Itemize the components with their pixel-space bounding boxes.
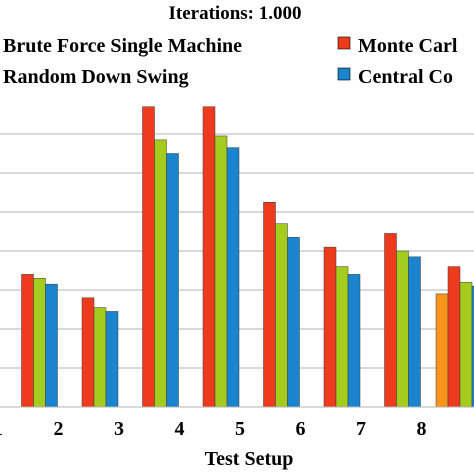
legend-swatch-series-2 (337, 36, 351, 50)
bar-setup-6-series-4 (347, 274, 361, 408)
bar-setup-2-series-2 (81, 297, 95, 408)
legend-label-series-1: Brute Force Single Machine (3, 35, 242, 57)
bar-setup-5-series-2 (263, 202, 276, 408)
bar-setup-4-series-3 (214, 135, 228, 408)
x-tick-label-1: 1 (0, 418, 3, 440)
bar-setup-1-series-2 (21, 274, 34, 408)
bar-setup-3-series-3 (154, 139, 167, 408)
bar-setup-8-series-3 (459, 281, 473, 408)
bars (21, 106, 474, 408)
bar-setup-5-series-3 (275, 223, 288, 408)
bar-setup-3-series-4 (166, 153, 179, 408)
bar-setup-6-series-2 (323, 246, 337, 408)
bar-setup-8-series-4 (471, 285, 474, 408)
x-tick-labels: 1 2 3 4 5 6 7 8 (0, 418, 427, 440)
chart-title: Iterations: 1.000 (169, 3, 302, 24)
legend-item-series-1: Brute Force Single Machine (3, 35, 242, 57)
legend: Brute Force Single Machine Monte Carl Ra… (3, 35, 458, 88)
bar-setup-8-series-1 (435, 293, 449, 408)
legend-label-series-4: Central Co (358, 66, 453, 88)
legend-item-series-4: Central Co (337, 66, 453, 88)
bar-setup-7-series-4 (408, 256, 421, 408)
bar-setup-2-series-4 (105, 311, 119, 408)
x-tick-label-2: 2 (54, 418, 64, 440)
bar-setup-5-series-4 (287, 237, 300, 408)
x-tick-label-6: 6 (296, 418, 306, 440)
legend-item-series-3: Random Down Swing (3, 66, 189, 88)
x-tick-label-5: 5 (235, 418, 245, 440)
x-tick-label-3: 3 (114, 418, 124, 440)
legend-swatch-series-4 (337, 67, 351, 81)
x-tick-label-8: 8 (417, 418, 427, 440)
legend-item-series-2: Monte Carl (337, 35, 458, 57)
bar-setup-1-series-4 (45, 283, 58, 408)
bar-setup-7-series-2 (384, 233, 397, 408)
bar-setup-4-series-4 (226, 147, 240, 408)
legend-label-series-2: Monte Carl (358, 35, 458, 57)
x-tick-label-7: 7 (356, 418, 366, 440)
bar-setup-1-series-3 (33, 278, 46, 408)
bar-setup-2-series-3 (93, 307, 107, 408)
bar-setup-6-series-3 (335, 266, 349, 408)
bar-setup-7-series-3 (396, 250, 409, 408)
x-axis-label: Test Setup (205, 448, 294, 470)
bar-setup-3-series-2 (142, 106, 155, 408)
bar-setup-8-series-2 (447, 266, 461, 408)
legend-label-series-3: Random Down Swing (3, 66, 189, 88)
bar-setup-4-series-2 (202, 106, 216, 408)
x-tick-label-4: 4 (175, 418, 185, 440)
